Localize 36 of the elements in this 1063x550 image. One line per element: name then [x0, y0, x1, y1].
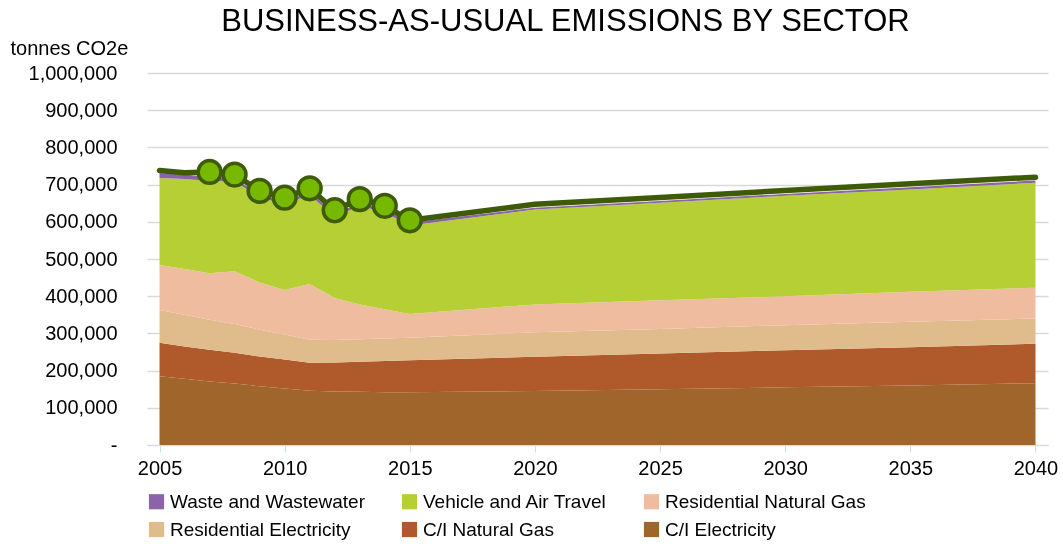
x-tick-label: 2005: [137, 456, 183, 479]
y-tick-label: 1,000,000: [28, 61, 118, 84]
legend-label: Vehicle and Air Travel: [423, 490, 606, 512]
point: [196, 158, 223, 186]
x-tick-label: 2015: [388, 456, 433, 479]
legend-label: C/I Electricity: [665, 518, 777, 540]
legend-label: C/I Natural Gas: [423, 518, 554, 540]
y-tick-label: 700,000: [45, 173, 118, 196]
y-tick-label: -: [110, 433, 118, 456]
point: [271, 184, 298, 211]
legend-label: Residential Electricity: [170, 518, 352, 540]
point: [296, 175, 323, 202]
y-tick-label: 900,000: [45, 98, 118, 121]
x-tick-label: 2035: [888, 456, 934, 479]
chart-title: BUSINESS-AS-USUAL EMISSIONS BY SECTOR: [221, 3, 910, 38]
y-tick-label: 200,000: [45, 359, 118, 382]
x-tick-label: 2010: [262, 456, 308, 479]
y-tick-label: 500,000: [45, 247, 118, 270]
x-tick-label: 2040: [1013, 456, 1059, 479]
y-tick-label: 400,000: [45, 284, 118, 307]
x-tick-label: 2020: [513, 456, 558, 479]
y-tick-label: 600,000: [45, 210, 118, 233]
point: [321, 197, 348, 224]
legend-label: Waste and Wastewater: [170, 490, 366, 512]
point: [346, 185, 373, 213]
x-tick-label: 2025: [638, 456, 683, 479]
legend-label: Residential Natural Gas: [665, 490, 866, 512]
x-tick-label: 2030: [763, 456, 808, 479]
y-tick-label: 100,000: [45, 396, 118, 419]
point: [221, 161, 248, 188]
y-tick-label: 300,000: [45, 321, 118, 344]
point: [246, 177, 273, 205]
point: [371, 192, 398, 219]
point: [396, 207, 423, 234]
y-tick-label: 800,000: [45, 135, 118, 158]
y-axis-title: tonnes CO2e: [10, 36, 129, 59]
